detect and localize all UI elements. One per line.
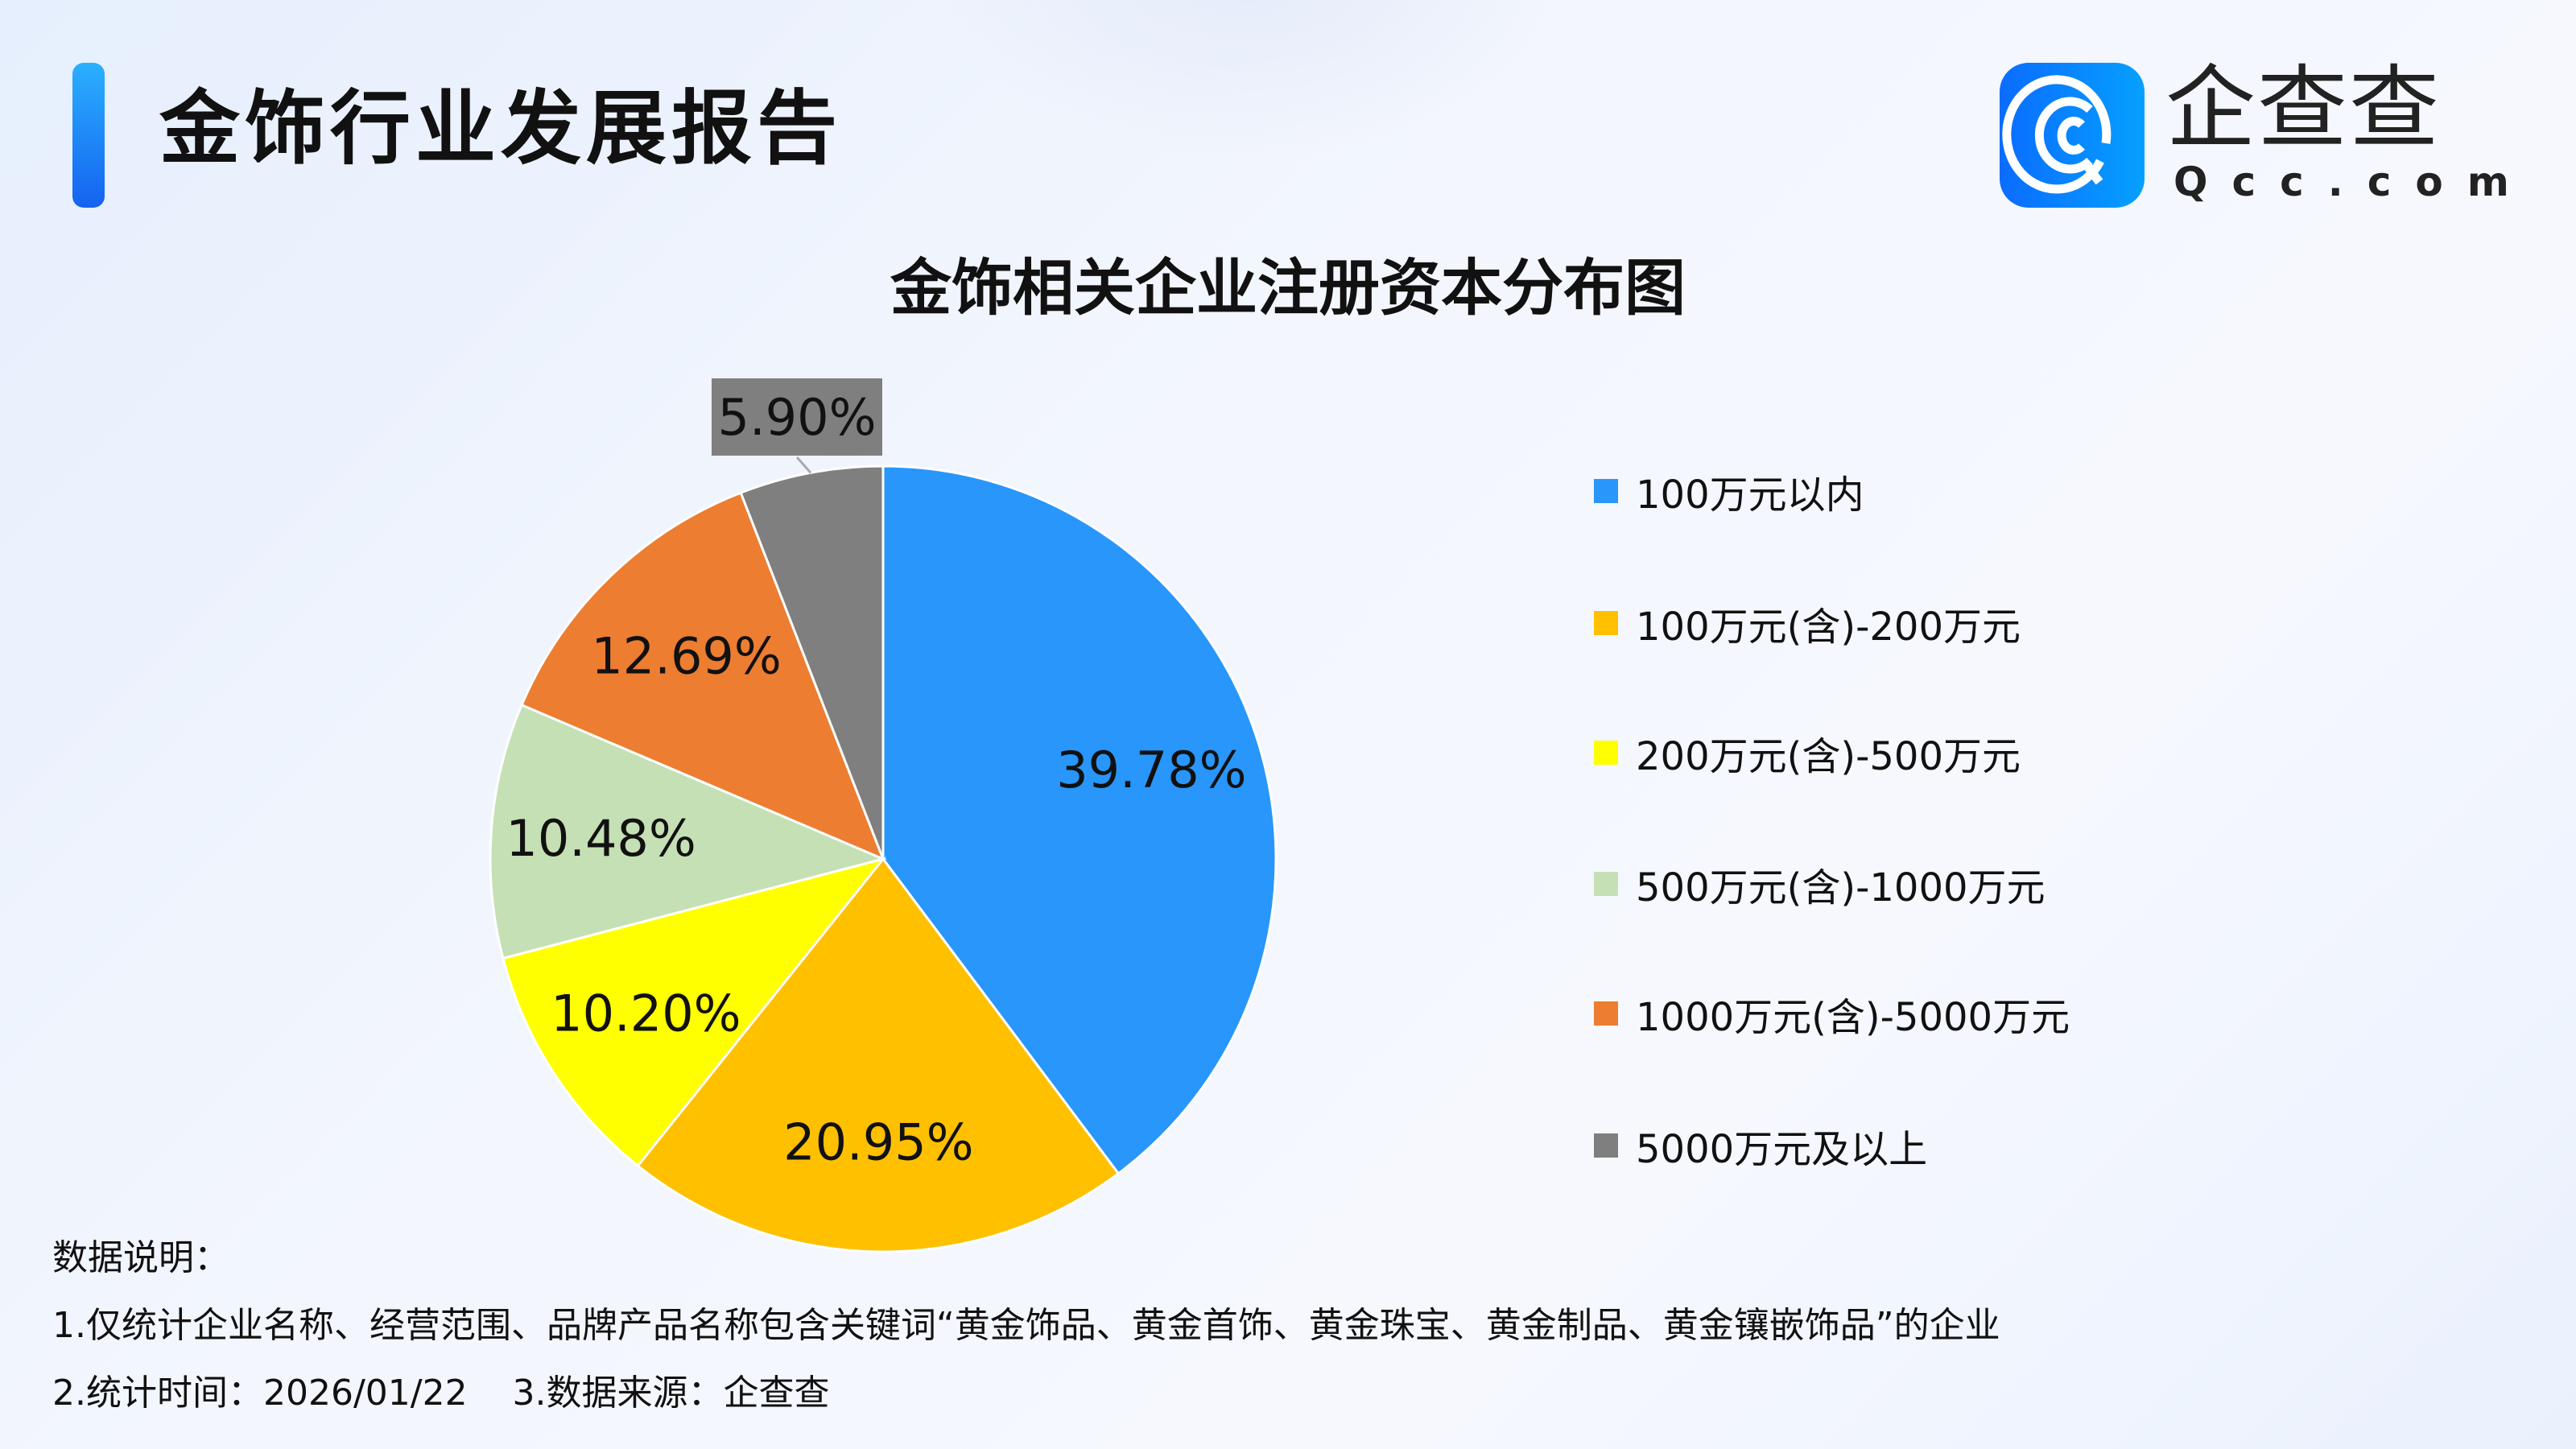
legend-item: 1000万元(含)-5000万元: [1594, 989, 2070, 1040]
legend-swatch: [1594, 1001, 1618, 1026]
notes-line-2: 2.统计时间：2026/01/22 3.数据来源：企查查: [52, 1373, 830, 1414]
leader-line: [795, 456, 812, 474]
data-label: 39.78%: [1056, 741, 1246, 799]
pie-slice: [636, 857, 1121, 1253]
legend-label: 1000万元(含)-5000万元: [1636, 995, 2070, 1040]
legend-item: 100万元(含)-200万元: [1594, 599, 2021, 650]
chart-title: 金饰相关企业注册资本分布图: [890, 252, 1686, 324]
legend-swatch: [1594, 872, 1618, 896]
pie-slice: [739, 464, 885, 860]
data-label: 5.90%: [718, 388, 877, 447]
notes-heading: 数据说明：: [52, 1237, 229, 1278]
notes-line-1: 1.仅统计企业名称、经营范围、品牌产品名称包含关键词“黄金饰品、黄金首饰、黄金珠…: [52, 1305, 2000, 1346]
data-label: 12.69%: [591, 627, 781, 686]
logo-domain: Qcc.com: [2174, 159, 2533, 205]
legend-item: 500万元(含)-1000万元: [1594, 860, 2046, 910]
legend-item: 100万元以内: [1594, 467, 1864, 518]
legend-label: 200万元(含)-500万元: [1636, 734, 2021, 779]
legend-label: 5000万元及以上: [1636, 1127, 1928, 1172]
legend-swatch: [1594, 741, 1618, 765]
legend-label: 100万元(含)-200万元: [1636, 605, 2021, 650]
legend-item: 5000万元及以上: [1594, 1121, 1927, 1172]
legend-label: 100万元以内: [1636, 473, 1864, 518]
data-label-box: [712, 378, 882, 456]
title-accent-bar: [72, 63, 105, 208]
data-label: 10.48%: [506, 809, 696, 868]
legend-swatch: [1594, 1133, 1618, 1158]
pie-slice: [489, 703, 887, 960]
pie-slice: [520, 491, 886, 861]
page-title: 金饰行业发展报告: [159, 81, 842, 175]
legend-label: 500万元(含)-1000万元: [1636, 865, 2046, 910]
logo-wordmark: 企查查: [2165, 56, 2441, 161]
legend-swatch: [1594, 611, 1618, 635]
pie-slice: [502, 857, 886, 1168]
legend-item: 200万元(含)-500万元: [1594, 729, 2021, 779]
qcc-logo-icon: [2000, 63, 2145, 208]
data-label: 10.20%: [551, 984, 741, 1042]
legend-swatch: [1594, 479, 1618, 503]
data-label: 20.95%: [783, 1113, 973, 1171]
pie-slice: [881, 464, 1278, 1175]
